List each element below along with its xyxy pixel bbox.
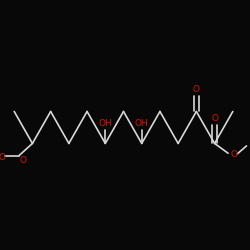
Text: O: O: [211, 114, 218, 123]
Text: O: O: [19, 156, 26, 164]
Text: OH: OH: [135, 118, 148, 128]
Text: O: O: [0, 153, 6, 162]
Text: OH: OH: [98, 118, 112, 128]
Text: O: O: [193, 85, 200, 94]
Text: O: O: [230, 150, 237, 159]
